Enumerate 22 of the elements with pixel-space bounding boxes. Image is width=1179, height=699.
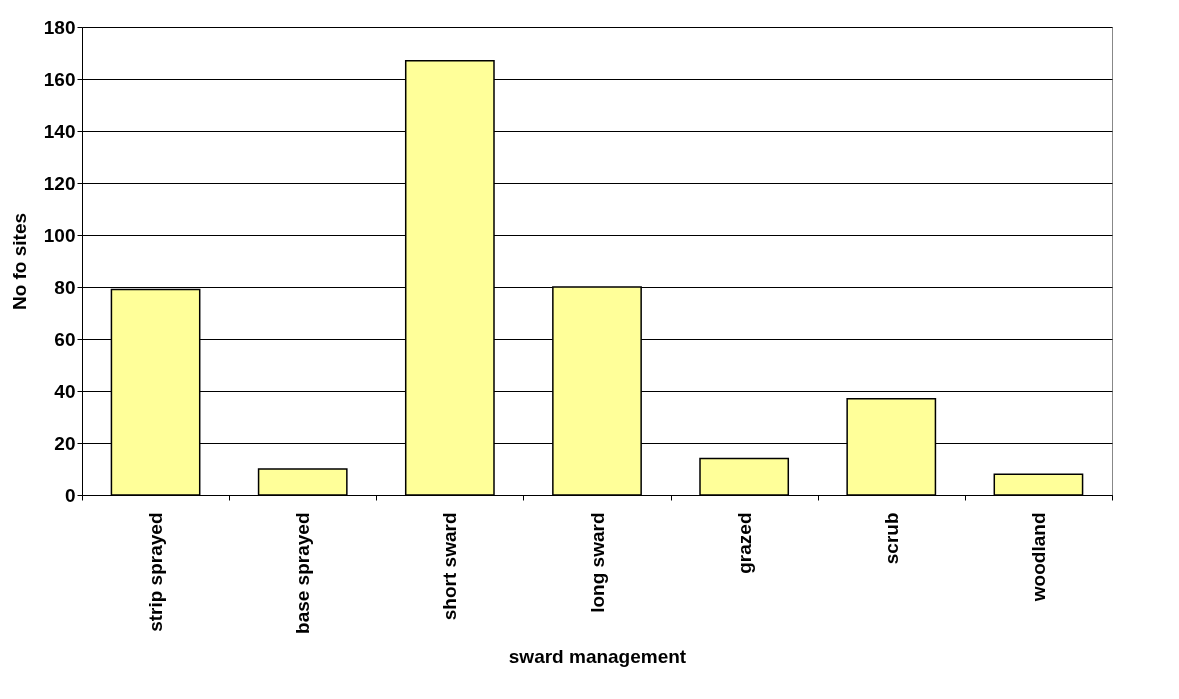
x-axis-title: sward management <box>508 645 687 667</box>
y-tick-label: 80 <box>54 276 76 298</box>
x-tick-label: short sward <box>439 512 461 621</box>
y-tick-label: 120 <box>43 172 76 194</box>
bar <box>993 473 1084 496</box>
bar <box>257 468 348 496</box>
y-tick-label: 160 <box>43 68 76 90</box>
x-tick-label: scrub <box>880 512 902 565</box>
y-tick-label: 20 <box>54 432 76 454</box>
y-tick-label: 180 <box>43 16 76 38</box>
x-tick-label: grazed <box>733 512 755 574</box>
x-tick-label: long sward <box>586 512 608 613</box>
y-tick-label: 60 <box>54 328 76 350</box>
y-tick-label: 140 <box>43 120 76 142</box>
y-tick-label: 40 <box>54 380 76 402</box>
x-tick-label: woodland <box>1027 512 1049 603</box>
y-tick-label: 0 <box>64 484 76 506</box>
bar <box>699 457 790 496</box>
x-tick-label: base sprayed <box>292 512 314 634</box>
y-tick-label: 100 <box>43 224 76 246</box>
y-axis-title: No fo sites <box>8 212 30 311</box>
x-tick-label: strip sprayed <box>145 512 167 632</box>
